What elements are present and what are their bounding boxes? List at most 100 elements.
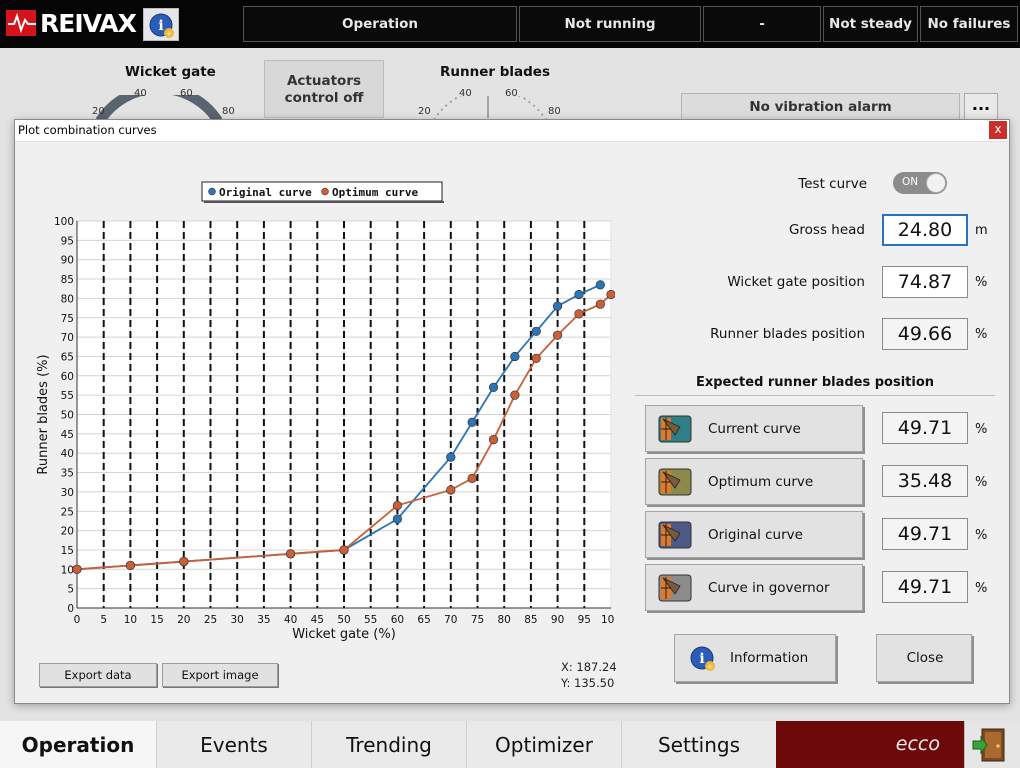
- test-curve-toggle[interactable]: ON: [893, 172, 947, 194]
- gross-head-input[interactable]: 24.80: [882, 214, 968, 246]
- logo-wave-icon: [8, 12, 36, 34]
- status-mode: Operation: [243, 6, 517, 42]
- tab-ecco[interactable]: ecco: [776, 721, 964, 768]
- curve-in-governor-button[interactable]: Curve in governor: [645, 564, 863, 611]
- reivax-logo: REIVAX: [6, 10, 137, 38]
- x-tick-label: 75: [471, 614, 484, 626]
- runner-blades-gauge-title: Runner blades: [440, 64, 550, 80]
- runner-blades-position-value: 49.66: [882, 318, 968, 350]
- y-tick-label: 95: [61, 235, 74, 247]
- svg-text:+: +: [707, 662, 714, 671]
- tab-events[interactable]: Events: [156, 721, 311, 768]
- y-tick-label: 90: [61, 255, 74, 267]
- wicket-gate-tick: 40: [134, 88, 147, 99]
- vibration-more-button[interactable]: ...: [964, 93, 998, 121]
- dialog-close-x-button[interactable]: x: [989, 121, 1007, 139]
- data-point: [179, 556, 189, 567]
- close-label: Close: [906, 650, 944, 666]
- x-tick-label: 80: [498, 614, 511, 626]
- wicket-gate-tick: 60: [180, 88, 193, 99]
- wicket-gate-position-unit: %: [975, 275, 988, 290]
- current-curve-icon: [658, 415, 692, 443]
- data-point: [574, 309, 584, 319]
- information-button[interactable]: i + Information: [674, 634, 836, 682]
- data-point: [72, 564, 82, 574]
- runner-blades-tick: 60: [505, 88, 518, 99]
- svg-text:+: +: [166, 29, 173, 38]
- y-tick-label: 75: [61, 313, 74, 325]
- cursor-y-readout: Y: 135.50: [561, 676, 615, 690]
- tab-optimizer[interactable]: Optimizer: [466, 721, 621, 768]
- current-curve-unit: %: [975, 422, 988, 437]
- original-curve-button[interactable]: Original curve: [645, 511, 863, 558]
- status-failures: No failures: [920, 6, 1018, 42]
- export-data-button[interactable]: Export data: [39, 663, 157, 687]
- data-point: [286, 549, 296, 559]
- close-button[interactable]: Close: [876, 634, 972, 682]
- y-tick-label: 65: [61, 351, 74, 363]
- information-label: Information: [730, 650, 809, 666]
- current-curve-value: 49.71: [882, 412, 968, 444]
- current-curve-button[interactable]: Current curve: [645, 405, 863, 452]
- x-axis-label: Wicket gate (%): [292, 627, 396, 642]
- exit-button[interactable]: [964, 721, 1020, 768]
- y-axis-label: Runner blades (%): [36, 354, 51, 474]
- vibration-alarm-status: No vibration alarm: [681, 93, 960, 121]
- y-tick-label: 0: [67, 603, 74, 615]
- status-dash: -: [703, 6, 821, 42]
- section-divider: [635, 395, 995, 396]
- actuators-control-status: Actuators control off: [264, 60, 384, 118]
- x-tick-label: 40: [284, 614, 297, 626]
- runner-blades-tick: 20: [418, 106, 431, 117]
- status-steady: Not steady: [823, 6, 918, 42]
- data-point: [510, 351, 520, 362]
- plot-combination-curves-dialog: Plot combination curves x 0 5 10 15 20 25 30 35…: [14, 119, 1010, 704]
- optimum-curve-unit: %: [975, 475, 988, 490]
- data-point: [392, 500, 403, 511]
- x-tick-label: 10: [124, 614, 137, 626]
- gross-head-unit: m: [975, 223, 988, 238]
- actuators-line2: control off: [284, 90, 364, 106]
- info-button-top[interactable]: i +: [143, 8, 179, 41]
- x-tick-label: 50: [337, 614, 350, 626]
- wicket-gate-tick: 20: [92, 106, 105, 117]
- y-tick-label: 25: [61, 506, 74, 518]
- y-tick-label: 15: [61, 545, 74, 557]
- combination-curves-chart: 0510152025303540455055606570758085909510…: [36, 181, 615, 642]
- info-icon: i +: [690, 646, 715, 671]
- data-point: [531, 353, 541, 363]
- optimum-curve-value: 35.48: [882, 465, 968, 497]
- x-tick-label: 70: [444, 614, 457, 626]
- x-tick-label: 15: [150, 614, 163, 626]
- dialog-titlebar: Plot combination curves x: [15, 120, 1009, 142]
- x-tick-label: 45: [311, 614, 324, 626]
- data-point: [552, 301, 563, 311]
- data-point: [488, 382, 499, 393]
- original-curve-label: Original curve: [708, 527, 803, 543]
- tab-trending[interactable]: Trending: [311, 721, 466, 768]
- data-point: [510, 390, 520, 400]
- gross-head-label: Gross head: [788, 222, 865, 238]
- x-tick-label: 90: [551, 614, 564, 626]
- optimum-curve-button[interactable]: Optimum curve: [645, 458, 863, 505]
- data-point: [488, 435, 499, 445]
- x-tick-label: 35: [257, 614, 270, 626]
- export-image-button[interactable]: Export image: [162, 663, 278, 687]
- optimum-curve-icon: [658, 468, 692, 496]
- svg-text:i: i: [158, 18, 163, 34]
- data-point: [467, 417, 477, 427]
- x-tick-label: 60: [391, 614, 404, 626]
- x-tick-label: 30: [231, 614, 244, 626]
- x-tick-label: 65: [417, 614, 430, 626]
- x-tick-label: 20: [177, 614, 190, 626]
- x-tick-label: 25: [204, 614, 217, 626]
- actuators-line1: Actuators: [286, 73, 362, 89]
- optimum-curve-label: Optimum curve: [708, 474, 814, 490]
- wicket-gate-position-input[interactable]: 74.87: [882, 266, 968, 298]
- y-tick-label: 50: [61, 410, 74, 422]
- tab-settings[interactable]: Settings: [621, 721, 776, 768]
- tab-operation[interactable]: Operation: [0, 721, 156, 768]
- runner-blades-position-unit: %: [975, 327, 988, 342]
- data-point: [392, 514, 403, 524]
- legend-label: Optimum curve: [332, 186, 418, 199]
